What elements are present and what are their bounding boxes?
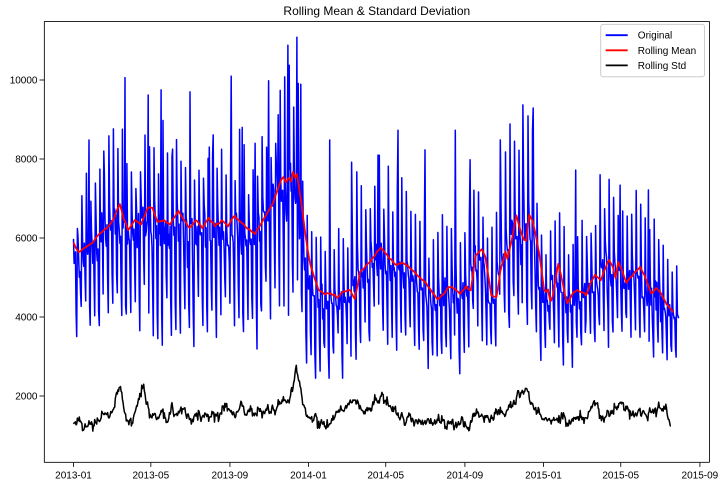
svg-text:2015-01: 2015-01 <box>525 471 562 482</box>
svg-text:2000: 2000 <box>15 392 38 403</box>
svg-text:2015-09: 2015-09 <box>682 471 719 482</box>
svg-text:4000: 4000 <box>15 313 38 324</box>
svg-text:2013-05: 2013-05 <box>132 471 169 482</box>
svg-text:2014-01: 2014-01 <box>290 471 327 482</box>
svg-text:2015-05: 2015-05 <box>602 471 639 482</box>
svg-text:2014-09: 2014-09 <box>447 471 484 482</box>
svg-text:2014-05: 2014-05 <box>367 471 404 482</box>
svg-text:8000: 8000 <box>15 155 38 166</box>
svg-text:2013-09: 2013-09 <box>212 471 249 482</box>
svg-text:Rolling Std: Rolling Std <box>638 61 686 72</box>
svg-text:Rolling Mean & Standard Deviat: Rolling Mean & Standard Deviation <box>283 4 470 18</box>
svg-text:Original: Original <box>638 31 672 42</box>
svg-text:6000: 6000 <box>15 234 38 245</box>
svg-text:2013-01: 2013-01 <box>55 471 92 482</box>
svg-text:10000: 10000 <box>10 76 38 87</box>
svg-text:Rolling Mean: Rolling Mean <box>638 46 696 57</box>
